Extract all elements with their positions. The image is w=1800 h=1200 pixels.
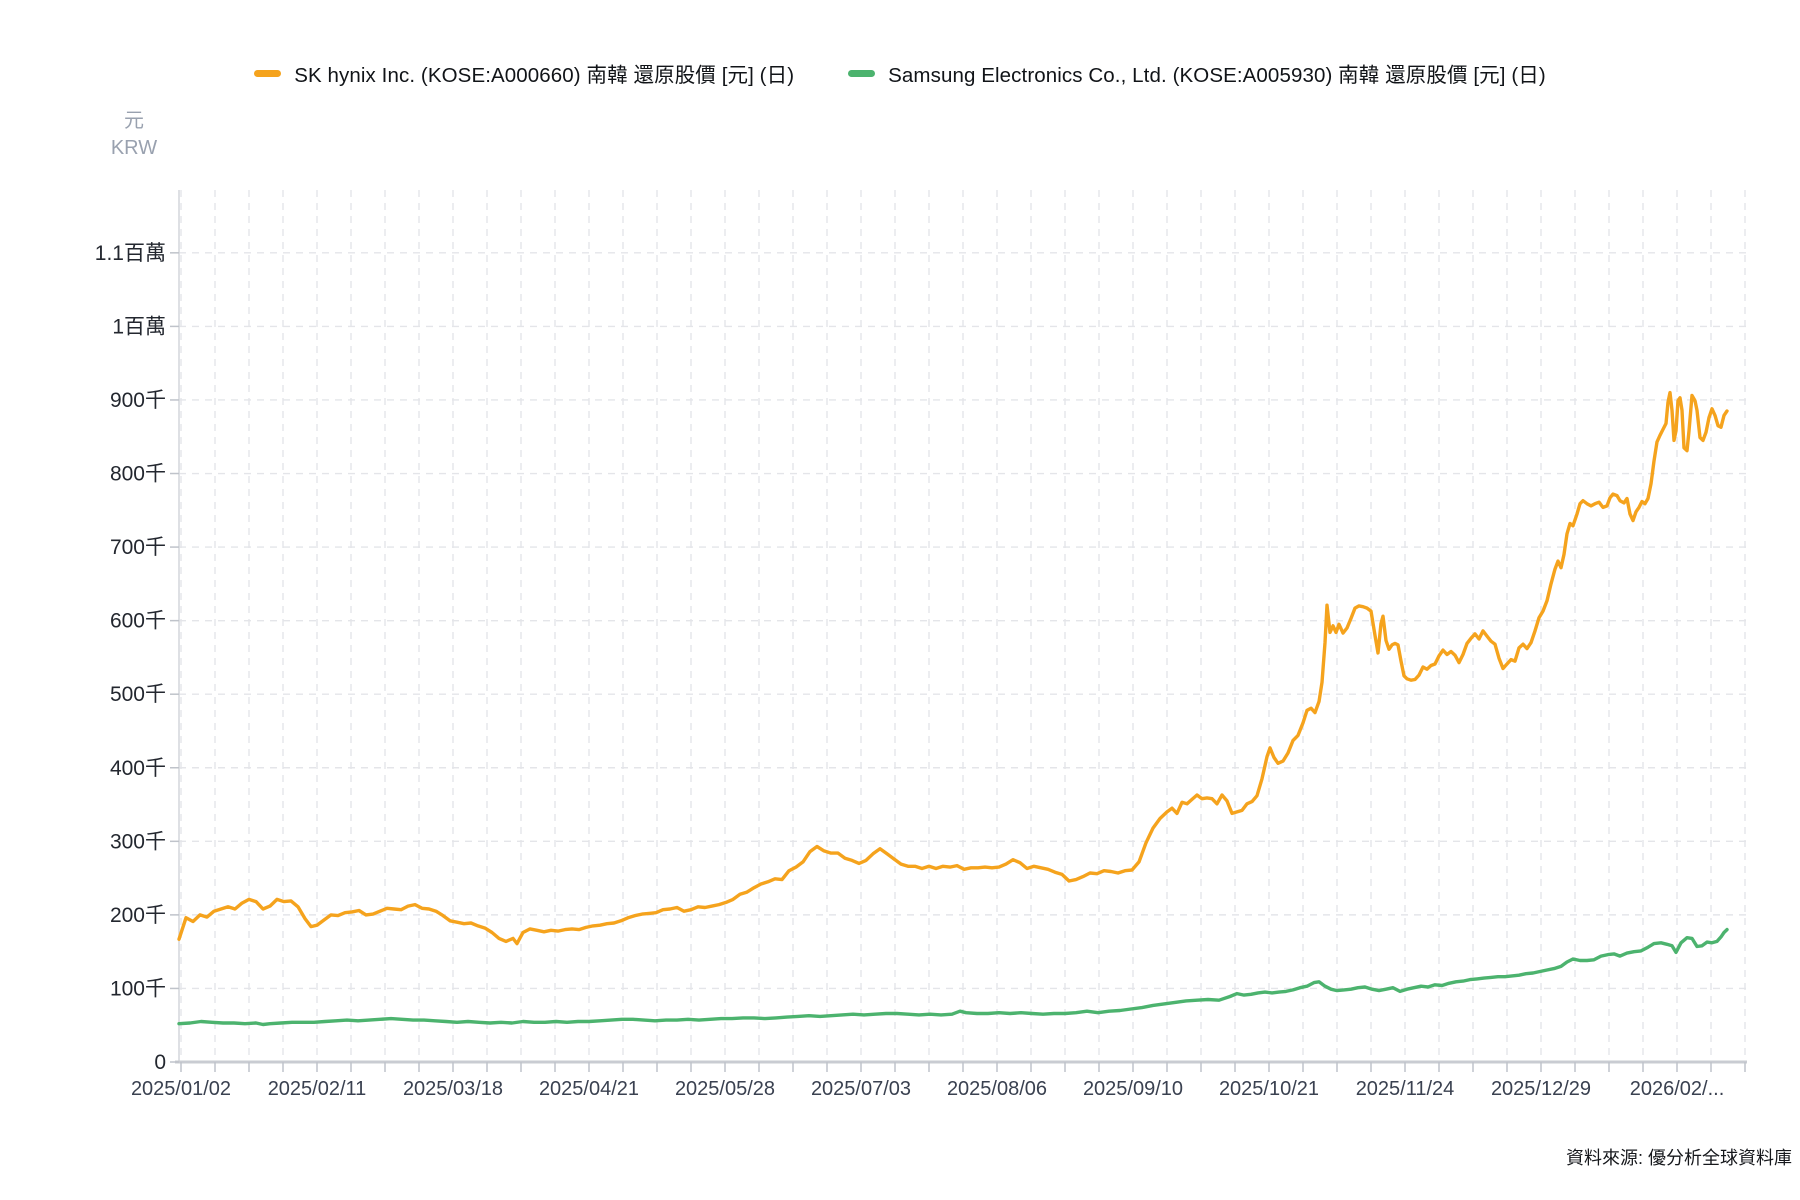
x-tick-label: 2025/08/06 (947, 1078, 1047, 1100)
x-tick-label: 2025/04/21 (539, 1078, 639, 1100)
legend-label-samsung: Samsung Electronics Co., Ltd. (KOSE:A005… (888, 64, 1546, 87)
chart-legend: SK hynix Inc. (KOSE:A000660) 南韓 還原股價 [元]… (0, 58, 1800, 88)
x-tick-label: 2025/05/28 (675, 1078, 775, 1100)
tick-marks (170, 252, 1746, 1072)
x-tick-label: 2025/09/10 (1083, 1078, 1183, 1100)
y-tick-label: 1百萬 (112, 315, 166, 338)
series-lines (177, 390, 1729, 1027)
x-tick-label: 2025/12/29 (1491, 1078, 1591, 1100)
y-tick-label: 700千 (110, 536, 166, 559)
samsung-line-swatch-icon (848, 69, 876, 77)
legend-item-sk-hynix[interactable]: SK hynix Inc. (KOSE:A000660) 南韓 還原股價 [元]… (254, 58, 794, 88)
x-tick-label: 2025/02/11 (268, 1078, 367, 1100)
legend-label-sk-hynix: SK hynix Inc. (KOSE:A000660) 南韓 還原股價 [元]… (294, 64, 795, 87)
x-tick-label: 2025/07/03 (811, 1078, 911, 1100)
x-axis-labels: 2025/01/02 2025/02/11 2025/03/18 2025/04/21… (131, 1078, 1724, 1100)
y-tick-label: 200千 (110, 904, 166, 927)
x-tick-label: 2025/10/21 (1219, 1078, 1319, 1100)
sk-hynix-line-swatch-icon (254, 69, 282, 77)
x-tick-label: 2025/01/02 (131, 1078, 231, 1100)
data-source-note: 資料來源: 優分析全球資料庫 (1565, 1148, 1792, 1168)
y-axis-unit-label: 元 KRW (95, 108, 173, 162)
x-tick-label: 2026/02/... (1630, 1078, 1725, 1100)
y-tick-label: 400千 (110, 757, 166, 780)
y-tick-label: 300千 (110, 830, 166, 853)
axis-lines (175, 190, 1747, 1064)
series-line-samsung[interactable] (177, 927, 1729, 1027)
y-axis-unit-currency-symbol: 元 (124, 110, 144, 132)
series-line-sk-hynix[interactable] (177, 390, 1729, 946)
x-tick-label: 2025/11/24 (1356, 1078, 1455, 1100)
y-tick-label: 800千 (110, 463, 166, 486)
gridlines (179, 190, 1747, 1062)
x-tick-label: 2025/03/18 (403, 1078, 503, 1100)
y-tick-label: 900千 (110, 389, 166, 412)
y-tick-label: 500千 (110, 683, 166, 706)
y-axis-unit-currency-code: KRW (110, 137, 158, 159)
y-tick-label: 1.1百萬 (95, 242, 166, 265)
y-tick-label: 100千 (110, 977, 166, 1000)
legend-item-samsung[interactable]: Samsung Electronics Co., Ltd. (KOSE:A005… (848, 58, 1546, 88)
y-tick-label: 600千 (110, 610, 166, 633)
y-tick-label: 0 (154, 1051, 166, 1074)
y-axis-labels: 0 100千 200千 300千 400千 500千 600千 700千 800千 900千 1百萬… (95, 242, 166, 1074)
